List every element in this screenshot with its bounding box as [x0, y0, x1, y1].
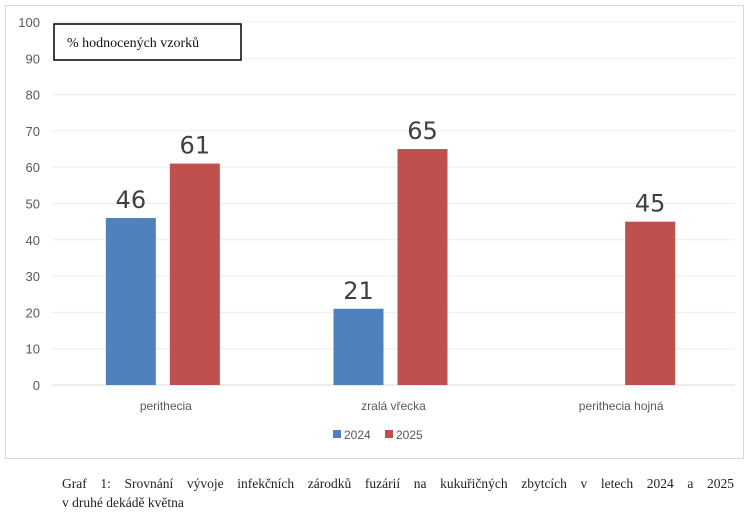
legend-label: 2025 — [396, 428, 423, 442]
x-tick-label: perithecia hojná — [579, 399, 664, 413]
y-tick-label: 30 — [26, 269, 40, 284]
bar-2025 — [397, 149, 448, 385]
y-tick-label: 10 — [26, 342, 40, 357]
caption-line-2: v druhé dekádě května — [62, 495, 184, 510]
figure-caption: Graf 1: Srovnání vývoje infekčních zárod… — [62, 474, 734, 512]
data-label: 45 — [635, 190, 666, 218]
bar-2024 — [105, 218, 156, 385]
caption-line-1: Graf 1: Srovnání vývoje infekčních zárod… — [62, 476, 734, 491]
x-tick-label: zralá vřecka — [361, 399, 426, 413]
y-tick-label: 40 — [26, 233, 40, 248]
y-tick-label: 70 — [26, 124, 40, 139]
y-tick-label: 90 — [26, 51, 40, 66]
data-label: 61 — [180, 132, 211, 160]
y-tick-label: 20 — [26, 305, 40, 320]
data-label: 46 — [116, 186, 147, 214]
legend-swatch-2024 — [333, 430, 341, 438]
y-tick-label: 60 — [26, 160, 40, 175]
y-tick-label: 0 — [33, 378, 40, 393]
legend-label: 2024 — [344, 428, 371, 442]
bar-2025 — [625, 221, 676, 385]
legend-swatch-2025 — [385, 430, 393, 438]
y-axis-label-box — [53, 23, 242, 61]
data-label: 21 — [343, 277, 374, 305]
bar-2025 — [169, 163, 220, 385]
data-label: 65 — [407, 117, 438, 145]
y-tick-label: 80 — [26, 88, 40, 103]
x-tick-label: perithecia — [140, 399, 192, 413]
y-tick-label: 100 — [18, 15, 40, 30]
y-axis-label: % hodnocených vzorků — [67, 36, 199, 51]
chart-frame — [5, 5, 744, 459]
y-tick-label: 50 — [26, 197, 40, 212]
bar-chart: 0 10 20 30 40 50 60 70 80 90 100 perithecia 46 61 zral… — [18, 15, 735, 442]
bar-2024 — [333, 308, 384, 385]
